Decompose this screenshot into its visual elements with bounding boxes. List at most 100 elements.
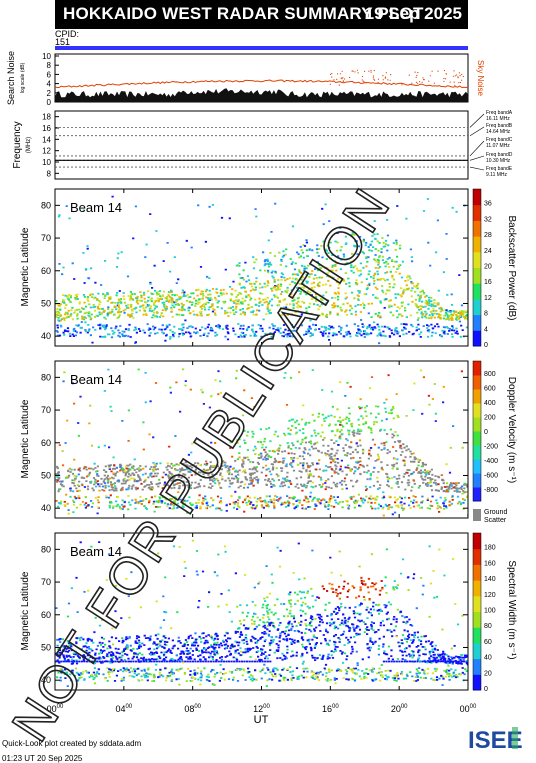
sky-noise-point [423, 79, 425, 81]
frequency-band-label: Freq bandA [486, 110, 513, 116]
cpid-value: 151 [55, 37, 71, 47]
sky-noise-label: Sky Noise [476, 60, 485, 97]
sky-noise-point [339, 81, 341, 83]
sky-noise-point [422, 77, 424, 79]
frequency-band-label: Freq bandB [486, 123, 513, 129]
colorbar-tick-label: 120 [484, 592, 496, 599]
colorbar-tick-label: 60 [484, 639, 492, 646]
frequency-data [55, 126, 468, 168]
sky-noise-point [408, 74, 410, 76]
frequency-band-label: Freq bandC [486, 137, 513, 143]
colorbar-frame [472, 188, 482, 347]
sky-noise-point [384, 76, 387, 78]
sky-noise-point [364, 70, 366, 72]
radar-echo [55, 259, 468, 322]
x-tick-label: 0000 [460, 704, 477, 714]
sky-noise-point [377, 81, 379, 84]
noise-tick-label: 2 [47, 89, 52, 98]
sky-noise-point [459, 75, 461, 77]
noise-sublabel: log scale (dB) [20, 62, 26, 93]
frequency-panel: 8 10 12 14 16 18 Frequency (MHz) Freq bandA16… [12, 110, 513, 180]
latitude-tick-label: 80 [41, 200, 51, 210]
x-axis-ticks: 0000 0400 0800 1200 1600 2000 0000 [47, 189, 477, 714]
colorbar-segment [473, 611, 481, 628]
frequency-band-pointer [469, 126, 485, 136]
frequency-unit: (MHz) [26, 137, 32, 153]
latitude-tick-label: 50 [41, 470, 51, 480]
sky-noise-point [344, 78, 346, 80]
x-tick-label: 1600 [322, 704, 339, 714]
sky-noise-point [341, 70, 343, 72]
colorbar-segment [473, 417, 481, 432]
sky-noise-point [331, 76, 333, 78]
velocity-colorbar: 800 600 400 200 0 -200 -400 -600 -800 [472, 360, 498, 502]
colorbar-tick-label: 160 [484, 560, 496, 567]
sky-noise-point [401, 84, 403, 86]
width-panel: Beam 14 Magnetic Latitude 40 50 60 70 80 0 20… [20, 532, 517, 693]
frequency-band-value: 16.11 MHz [486, 116, 510, 122]
sky-noise-point [461, 73, 463, 75]
latitude-tick-label: 60 [41, 438, 51, 448]
search-noise-area [55, 88, 468, 102]
plot-date: 19 Sep 2025 [364, 4, 462, 23]
sky-noise-point [417, 72, 419, 74]
sky-noise-line [54, 79, 469, 89]
beam-label: Beam 14 [70, 200, 122, 215]
sky-noise-point [415, 81, 418, 83]
sky-noise-point [330, 73, 332, 75]
sky-noise-point [416, 82, 419, 84]
sky-noise-point [416, 74, 418, 77]
beam-label: Beam 14 [70, 544, 122, 559]
colorbar-segment [473, 389, 481, 404]
sky-noise-point [357, 72, 359, 74]
title-bar: HOKKAIDO WEST RADAR SUMMARY PLOT 19 Sep … [55, 0, 468, 29]
colorbar-segment [473, 658, 481, 675]
latitude-tick-label: 40 [41, 675, 51, 685]
colorbar-tick-label: 12 [484, 295, 492, 302]
colorbar-segment [473, 674, 481, 691]
latitude-tick-label: 40 [41, 503, 51, 513]
latitude-tick-label: 70 [41, 405, 51, 415]
colorbar-segment [473, 487, 481, 502]
colorbar-label: Doppler Velocity (m s⁻¹) [506, 377, 517, 483]
frequency-band-value: 14.64 MHz [486, 129, 511, 135]
velocity-panel: Beam 14 Magnetic Latitude 40 50 60 70 80 800… [20, 360, 517, 524]
colorbar-tick-label: -200 [484, 444, 498, 451]
colorbar-segment [473, 361, 481, 376]
sky-noise-point [443, 77, 445, 80]
frequency-tick-label: 10 [42, 158, 51, 167]
colorbar-tick-label: -600 [484, 473, 498, 480]
colorbar-tick-label: 40 [484, 655, 492, 662]
colorbar-tick-label: 20 [484, 264, 492, 271]
frequency-band-pointer [469, 155, 485, 161]
sky-noise-point [331, 72, 333, 75]
frequency-band-label: Freq bandD [486, 152, 513, 158]
sky-noise-point [401, 82, 403, 84]
sky-noise-point [449, 81, 451, 83]
noise-tick-label: 6 [47, 70, 52, 79]
radar-echo [321, 576, 382, 600]
sky-noise-point [458, 72, 460, 74]
cpid-label: CPID: [55, 29, 80, 39]
sky-noise-point [365, 82, 367, 84]
isee-logo: ISEE [468, 727, 523, 753]
frequency-band-pointer [469, 166, 485, 171]
sky-noise-point [414, 71, 416, 73]
noise-tick-label: 8 [47, 61, 52, 70]
frequency-band-label: Freq bandE [486, 166, 513, 172]
sky-noise-point [454, 84, 456, 86]
colorbar-segment [473, 204, 481, 221]
footer-credit: Quick-Look plot created by sddata.adm [2, 739, 142, 748]
x-axis-label: UT [254, 714, 269, 726]
colorbar-tick-label: 400 [484, 400, 496, 407]
sky-noise-point [384, 77, 386, 79]
sky-noise-point [459, 81, 462, 84]
colorbar-tick-label: 32 [484, 216, 492, 223]
sky-noise-point [411, 82, 413, 84]
sky-noise-point [356, 69, 358, 71]
radar-echo [55, 541, 468, 682]
sky-noise-point [387, 79, 389, 81]
sky-noise-point [421, 81, 423, 83]
colorbar-segment [473, 548, 481, 565]
